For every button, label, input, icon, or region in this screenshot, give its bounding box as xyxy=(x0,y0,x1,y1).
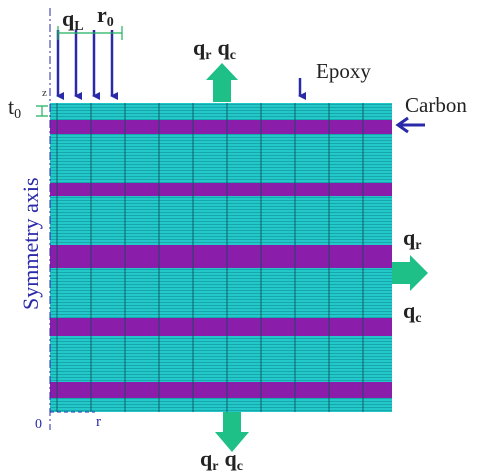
thickness-label: t0 xyxy=(8,94,21,122)
symmetry-axis-label: Symmetry axis xyxy=(18,177,43,310)
epoxy-label: Epoxy xyxy=(316,59,371,83)
radius-bracket xyxy=(57,26,123,40)
mesh xyxy=(50,103,392,412)
epoxy-bands xyxy=(50,120,392,398)
thickness-bracket xyxy=(36,105,48,117)
carbon-arrow xyxy=(395,116,425,134)
origin-label: 0 xyxy=(35,417,42,432)
r-axis-label: r xyxy=(96,414,101,430)
top-flux-label: qr qc xyxy=(193,35,236,63)
carbon-label: Carbon xyxy=(405,93,467,117)
z-axis-label: z xyxy=(42,87,47,99)
heat-load-label: qL xyxy=(62,6,84,34)
right-radial-label: qr xyxy=(403,225,421,253)
mesh-lines xyxy=(56,103,364,412)
flux-arrows xyxy=(206,63,428,452)
bottom-flux-label: qr qc xyxy=(200,446,243,472)
load-arrows xyxy=(56,30,306,100)
radius-label: r0 xyxy=(97,2,114,30)
right-convective-label: qc xyxy=(403,298,421,326)
